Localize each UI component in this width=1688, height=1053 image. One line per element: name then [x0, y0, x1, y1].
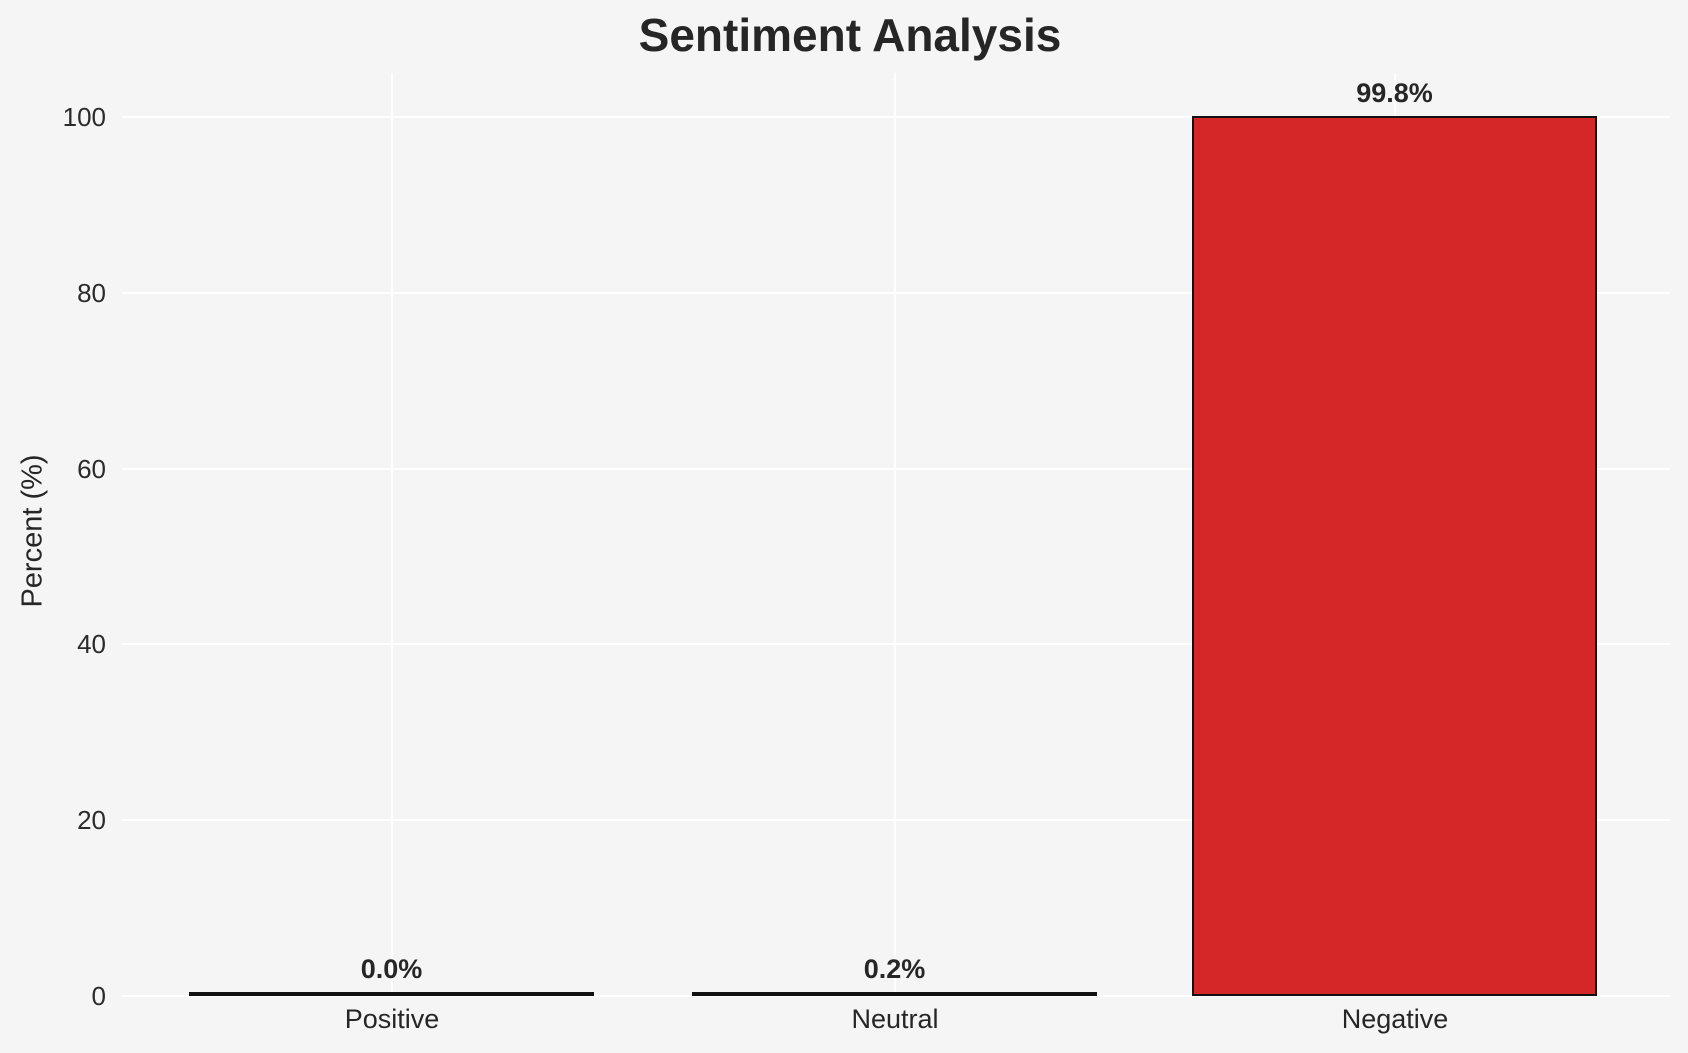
gridline-h-40 [122, 643, 1670, 645]
gridline-h-100 [122, 116, 1670, 118]
gridline-h-20 [122, 819, 1670, 821]
bar-neutral [692, 991, 1097, 996]
bar-value-label-negative: 99.8% [1356, 78, 1433, 109]
y-tick-label-40: 40 [77, 629, 106, 659]
gridline-h-80 [122, 292, 1670, 294]
plot-area: 0 20 40 60 80 100 0.0% 0.2% 99.8% Positi… [63, 73, 1670, 1034]
gridline-h-60 [122, 468, 1670, 470]
y-tick-label-20: 20 [77, 805, 106, 835]
chart-title: Sentiment Analysis [638, 9, 1062, 61]
y-tick-label-60: 60 [77, 454, 106, 484]
bar-positive [189, 992, 594, 996]
x-tick-label-positive: Positive [344, 1004, 440, 1034]
bar-value-label-neutral: 0.2% [863, 953, 926, 984]
bar-value-label-positive: 0.0% [360, 954, 423, 984]
y-tick-label-80: 80 [77, 278, 106, 308]
gridline-v-neutral [894, 73, 896, 996]
x-tick-label-neutral: Neutral [851, 1004, 939, 1034]
gridline-h-0 [122, 995, 1670, 997]
x-tick-label-negative: Negative [1341, 1004, 1449, 1034]
y-axis-label: Percent (%) [16, 454, 49, 608]
bar-group-neutral: 0.2% [692, 73, 1097, 996]
gridline-v-positive [391, 73, 393, 996]
y-tick-label-0: 0 [91, 981, 106, 1011]
y-tick-label-100: 100 [62, 102, 106, 132]
bar-group-negative: 99.8% [1192, 73, 1597, 996]
bar-group-positive: 0.0% [189, 73, 594, 996]
bar-negative [1192, 116, 1597, 996]
